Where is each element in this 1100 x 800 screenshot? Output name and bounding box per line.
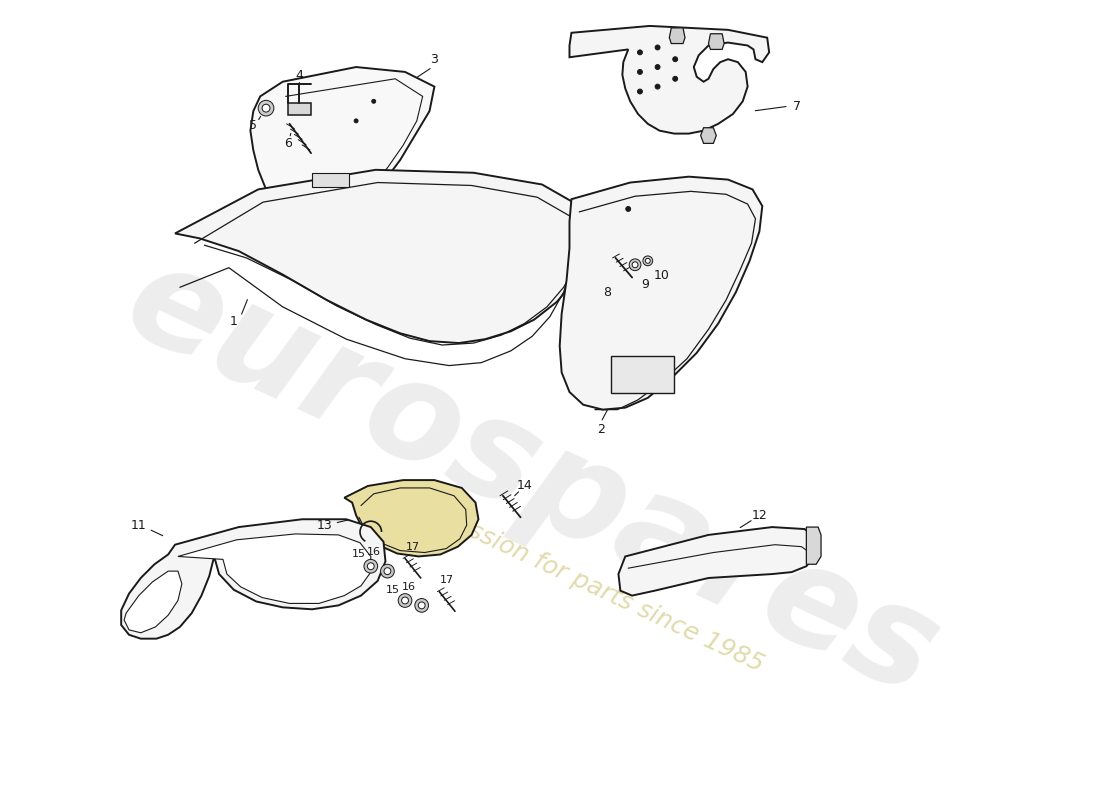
Text: 17: 17 xyxy=(406,542,420,552)
Circle shape xyxy=(262,104,270,112)
Text: 8: 8 xyxy=(603,286,611,298)
Text: 9: 9 xyxy=(641,278,649,291)
Circle shape xyxy=(656,65,660,70)
Polygon shape xyxy=(121,519,385,638)
Text: a passion for parts since 1985: a passion for parts since 1985 xyxy=(415,495,768,677)
Circle shape xyxy=(656,45,660,50)
Polygon shape xyxy=(560,177,762,410)
Polygon shape xyxy=(175,170,591,343)
Text: 14: 14 xyxy=(517,479,532,493)
Text: 15: 15 xyxy=(386,585,400,594)
Circle shape xyxy=(364,559,377,573)
Circle shape xyxy=(632,262,638,268)
Bar xyxy=(312,173,349,187)
Text: 1: 1 xyxy=(230,315,238,328)
Circle shape xyxy=(418,602,425,609)
Circle shape xyxy=(372,99,376,103)
Polygon shape xyxy=(178,534,371,603)
Circle shape xyxy=(656,84,660,89)
Text: eurospares: eurospares xyxy=(106,231,959,725)
Polygon shape xyxy=(570,26,769,134)
Circle shape xyxy=(626,206,630,211)
Circle shape xyxy=(673,76,678,82)
Text: 12: 12 xyxy=(751,509,767,522)
Polygon shape xyxy=(701,128,716,143)
Circle shape xyxy=(354,119,359,123)
Text: 17: 17 xyxy=(440,575,454,585)
Text: 16: 16 xyxy=(402,582,416,592)
Circle shape xyxy=(638,70,642,74)
Polygon shape xyxy=(124,571,182,633)
Text: 2: 2 xyxy=(597,422,605,436)
Text: 4: 4 xyxy=(296,70,304,82)
Circle shape xyxy=(402,597,408,604)
Text: 11: 11 xyxy=(131,518,146,532)
Circle shape xyxy=(629,259,641,270)
Text: 10: 10 xyxy=(653,269,670,282)
Circle shape xyxy=(384,568,390,574)
Polygon shape xyxy=(806,527,821,564)
Circle shape xyxy=(638,50,642,55)
Polygon shape xyxy=(287,103,311,115)
Text: 13: 13 xyxy=(317,518,332,532)
Polygon shape xyxy=(708,34,724,50)
Circle shape xyxy=(258,100,274,116)
Circle shape xyxy=(381,564,394,578)
Text: 6: 6 xyxy=(284,137,292,150)
Circle shape xyxy=(638,89,642,94)
Circle shape xyxy=(646,258,650,263)
Text: 15: 15 xyxy=(352,550,366,559)
Text: 3: 3 xyxy=(430,53,438,66)
Circle shape xyxy=(367,563,374,570)
Circle shape xyxy=(673,57,678,62)
Text: 7: 7 xyxy=(793,100,801,113)
Polygon shape xyxy=(344,480,478,557)
Text: 5: 5 xyxy=(250,119,257,132)
Text: 16: 16 xyxy=(366,546,381,557)
Circle shape xyxy=(642,256,652,266)
Bar xyxy=(610,356,674,393)
Polygon shape xyxy=(618,527,816,595)
Circle shape xyxy=(398,594,411,607)
Polygon shape xyxy=(669,28,685,43)
Circle shape xyxy=(415,598,429,612)
Polygon shape xyxy=(251,67,434,218)
